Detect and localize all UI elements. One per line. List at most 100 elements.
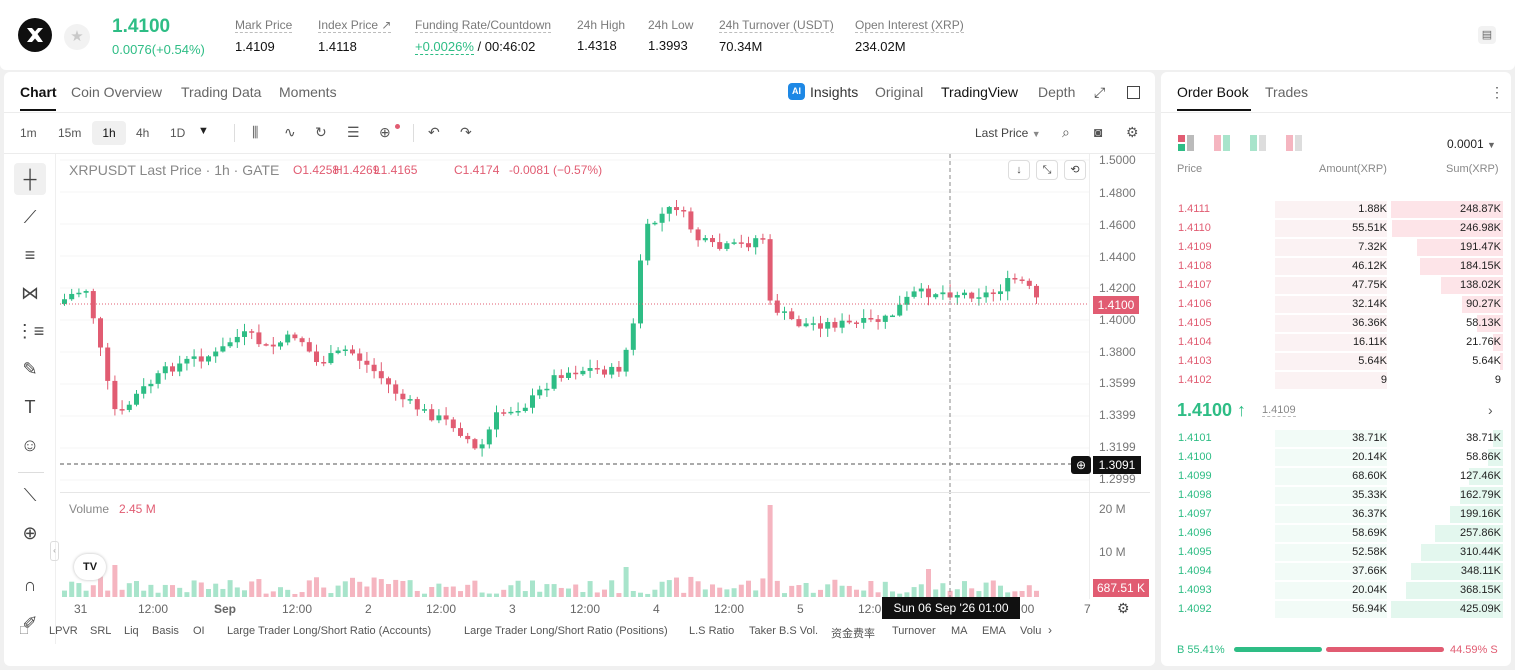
- tab-tradingview[interactable]: TradingView: [941, 84, 1019, 100]
- tab-chart[interactable]: Chart: [20, 84, 57, 100]
- indicator-chip[interactable]: 资金费率: [831, 628, 875, 640]
- indicator-chip[interactable]: SRL: [90, 625, 112, 637]
- reset-icon[interactable]: ⟲: [1064, 160, 1086, 180]
- magnet-tool-icon[interactable]: ∩: [23, 575, 37, 595]
- ask-row[interactable]: 1.4104 16.11K 21.76K: [1161, 333, 1507, 352]
- add-indicator-icon[interactable]: ⊕: [379, 124, 391, 140]
- view-green-icon[interactable]: [1250, 135, 1266, 151]
- tab-trades[interactable]: Trades: [1265, 84, 1309, 100]
- indicator-chip[interactable]: Taker B.S Vol.: [749, 625, 819, 637]
- indicator-chip[interactable]: EMA: [982, 625, 1006, 637]
- indicator-chip[interactable]: LPVR: [49, 625, 78, 637]
- bid-row[interactable]: 1.4097 36.37K 199.16K: [1161, 505, 1507, 524]
- ask-row[interactable]: 1.4102 9 9: [1161, 371, 1507, 390]
- add-alert-plus-icon[interactable]: ⊕: [1071, 456, 1091, 474]
- timeframe-dropdown-icon[interactable]: ▼: [198, 125, 209, 137]
- indicator-chip[interactable]: Volu: [1020, 625, 1042, 637]
- bid-row[interactable]: 1.4094 37.66K 348.11K: [1161, 562, 1507, 581]
- undo-icon[interactable]: ↶: [428, 124, 440, 140]
- scroll-down-icon[interactable]: ↓: [1008, 160, 1030, 180]
- ask-row[interactable]: 1.4107 47.75K 138.02K: [1161, 276, 1507, 295]
- view-asks-icon[interactable]: [1286, 135, 1302, 151]
- bid-row[interactable]: 1.4096 58.69K 257.86K: [1161, 524, 1507, 543]
- timeframe-1h[interactable]: 1h: [92, 121, 126, 145]
- lock-icon[interactable]: □: [20, 622, 28, 637]
- bid-row[interactable]: 1.4092 56.94K 425.09K: [1161, 600, 1507, 619]
- ask-row[interactable]: 1.4110 55.51K 246.98K: [1161, 219, 1507, 238]
- zoom-tool-icon[interactable]: ⊕: [22, 523, 38, 543]
- ask-row[interactable]: 1.4103 5.64K 5.64K: [1161, 352, 1507, 371]
- chevron-right-icon[interactable]: ›: [1488, 402, 1493, 418]
- timeframe-1m[interactable]: 1m: [20, 126, 37, 140]
- expand-icon[interactable]: ⤢: [1094, 84, 1106, 100]
- text-tool-icon[interactable]: T: [24, 397, 36, 417]
- candle-type-icon[interactable]: ⫼: [252, 124, 259, 140]
- ask-row[interactable]: 1.4106 32.14K 90.27K: [1161, 295, 1507, 314]
- tab-insights[interactable]: Insights: [810, 84, 859, 100]
- indicator-chip[interactable]: MA: [951, 625, 968, 637]
- bid-row[interactable]: 1.4100 20.14K 58.86K: [1161, 448, 1507, 467]
- emoji-tool-icon[interactable]: ☺: [20, 435, 40, 455]
- ask-row[interactable]: 1.4111 1.88K 248.87K: [1161, 200, 1507, 219]
- replay-icon[interactable]: ↻: [315, 124, 327, 140]
- bid-row[interactable]: 1.4101 38.71K 38.71K: [1161, 429, 1507, 448]
- scroll-right-icon[interactable]: ›: [1048, 623, 1052, 637]
- favorite-star-icon[interactable]: ★: [64, 24, 90, 50]
- ask-row[interactable]: 1.4109 7.32K 191.47K: [1161, 238, 1507, 257]
- tab-moments[interactable]: Moments: [279, 84, 337, 100]
- tab-order-book[interactable]: Order Book: [1177, 84, 1249, 100]
- precision-select[interactable]: 0.0001 ▼: [1447, 137, 1496, 151]
- volume-tag: 687.51 K: [1093, 579, 1149, 597]
- timeframe-4h[interactable]: 4h: [136, 126, 150, 140]
- buy-ratio: B 55.41%: [1177, 644, 1225, 656]
- camera-icon[interactable]: ◙: [1094, 124, 1103, 140]
- indicator-chip[interactable]: Basis: [152, 625, 179, 637]
- candle-body: [933, 294, 939, 298]
- indicator-chip[interactable]: L.S Ratio: [689, 625, 735, 637]
- guide-book-icon[interactable]: ▤: [1478, 26, 1496, 44]
- ask-row[interactable]: 1.4105 36.36K 58.13K: [1161, 314, 1507, 333]
- more-vertical-icon[interactable]: ⋮: [1490, 84, 1504, 100]
- indicator-chip[interactable]: Large Trader Long/Short Ratio (Accounts): [227, 625, 432, 637]
- order-amount: 56.94K: [1352, 603, 1387, 615]
- settings-list-icon[interactable]: ☰: [347, 124, 360, 140]
- stat-index-price[interactable]: Index Price ↗ 1.4118: [318, 18, 392, 54]
- candlestick-plot[interactable]: [60, 154, 1090, 599]
- indicators-icon[interactable]: ∿: [284, 124, 296, 140]
- indicator-chip[interactable]: Turnover: [892, 625, 936, 637]
- view-both-icon[interactable]: [1178, 135, 1194, 151]
- bid-row[interactable]: 1.4095 52.58K 310.44K: [1161, 543, 1507, 562]
- trendline-tool-icon[interactable]: ⟋: [23, 207, 37, 227]
- timeframe-15m[interactable]: 15m: [58, 126, 82, 140]
- bid-row[interactable]: 1.4099 68.60K 127.46K: [1161, 467, 1507, 486]
- search-icon[interactable]: ⌕: [1062, 124, 1070, 140]
- pencil-lock-tool-icon[interactable]: ✐: [22, 613, 38, 633]
- ask-row[interactable]: 1.4108 46.12K 184.15K: [1161, 257, 1507, 276]
- tab-trading-data[interactable]: Trading Data: [181, 84, 262, 100]
- redo-icon[interactable]: ↷: [460, 124, 472, 140]
- fullscreen-icon[interactable]: [1127, 86, 1140, 99]
- collapse-arrows-icon[interactable]: ⤡: [1036, 160, 1058, 180]
- horizontal-lines-tool-icon[interactable]: ≡: [24, 245, 36, 265]
- pattern-tool-icon[interactable]: ⋈: [21, 283, 39, 303]
- brush-tool-icon[interactable]: ✎: [22, 359, 38, 379]
- indicator-chip[interactable]: Large Trader Long/Short Ratio (Positions…: [464, 625, 668, 637]
- tab-depth[interactable]: Depth: [1038, 84, 1076, 100]
- volume-bar: [702, 589, 708, 597]
- gear-icon[interactable]: ⚙: [1126, 124, 1139, 140]
- collapse-toolbar-icon[interactable]: ‹: [50, 541, 59, 561]
- fib-tool-icon[interactable]: ⋮≡: [15, 321, 45, 341]
- bid-row[interactable]: 1.4093 20.04K 368.15K: [1161, 581, 1507, 600]
- chart-settings-icon[interactable]: ⚙: [1117, 600, 1130, 616]
- indicator-chip[interactable]: OI: [193, 625, 205, 637]
- timeframe-1d[interactable]: 1D: [170, 126, 186, 140]
- tab-original[interactable]: Original: [875, 84, 924, 100]
- indicator-chip[interactable]: Liq: [124, 625, 139, 637]
- amount-bar: [1275, 201, 1387, 218]
- view-bids-icon[interactable]: [1214, 135, 1230, 151]
- crosshair-tool-icon[interactable]: ┼: [14, 163, 46, 195]
- price-type-select[interactable]: Last Price ▼: [975, 126, 1041, 140]
- bid-row[interactable]: 1.4098 35.33K 162.79K: [1161, 486, 1507, 505]
- tab-coin-overview[interactable]: Coin Overview: [71, 84, 163, 100]
- ruler-tool-icon[interactable]: ⟍: [23, 485, 37, 505]
